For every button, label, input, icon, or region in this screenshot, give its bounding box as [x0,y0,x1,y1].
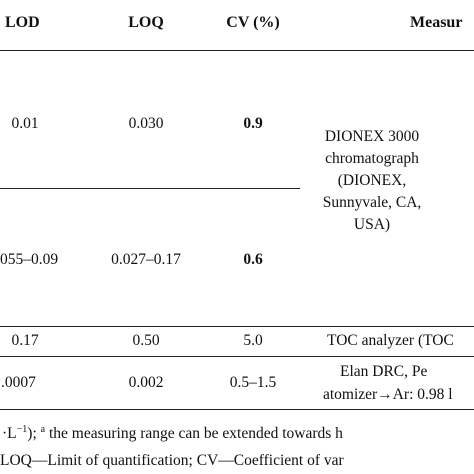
footnote-marker-a: a [40,423,46,435]
footnote-unit-exponent: −1 [16,423,28,435]
row4-measurement-line1: Elan DRC, Pe [340,363,428,380]
row3-loq: 0.50 [132,332,160,349]
row3-cv: 5.0 [243,332,263,349]
row1-cv: 0.9 [243,115,263,132]
footnote-line-2: LOQ—Limit of quantification; CV—Coeffici… [0,452,344,469]
footnote-text-a: the measuring range can be extended towa… [45,425,343,442]
row4-loq: 0.002 [128,374,164,391]
header-cv: CV (%) [226,14,280,31]
row2-loq: 0.027–0.17 [111,251,181,268]
row3-measurement: TOC analyzer (TOC [327,332,454,349]
row4-measurement-line2: atomizer→Ar: 0.98 l [323,386,453,403]
row3-lod: 0.17 [11,332,39,349]
measurement-line-3: (DIONEX, [337,172,407,189]
header-rule [0,50,474,51]
row1-lod: 0.01 [11,115,39,132]
measurement-line-1: DIONEX 3000 [324,128,420,145]
footnote-line-1: ·L−1); a the measuring range can be exte… [2,424,343,444]
row2-cv: 0.6 [243,251,263,268]
header-measurement: Measur [410,14,463,31]
row4-lod: .0007 [1,374,36,391]
header-loq: LOQ [128,14,164,31]
row4-cv: 0.5–1.5 [229,374,277,391]
row1-loq: 0.030 [128,115,164,132]
row2-rule [0,326,474,327]
measurement-line-2: chromatograph [325,150,419,167]
header-lod: LOD [5,14,40,31]
footnote-unit-prefix: ·L [2,425,17,442]
measurement-line-5: USA) [353,216,391,233]
row2-lod: 055–0.09 [0,251,59,268]
row1-rule [0,188,300,189]
footnote-separator: ); [27,425,41,442]
table-bottom-rule [0,409,474,410]
measurement-line-4: Sunnyvale, CA, [322,194,422,211]
measurement-merged-cell: DIONEX 3000 chromatograph (DIONEX, Sunny… [314,126,430,236]
row3-rule [0,356,474,357]
